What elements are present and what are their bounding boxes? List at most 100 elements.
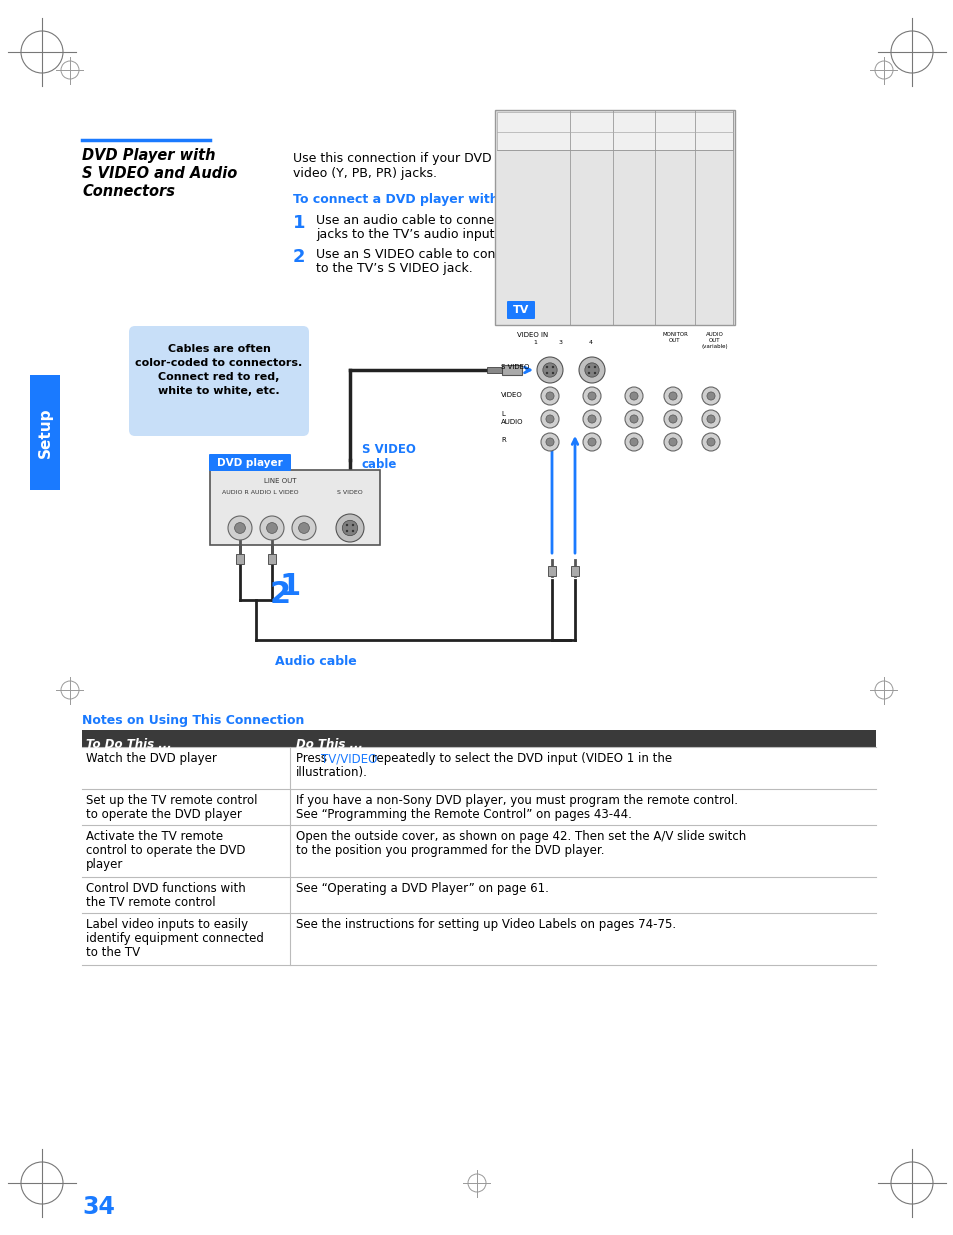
Text: Open the outside cover, as shown on page 42. Then set the A/V slide switch: Open the outside cover, as shown on page… <box>295 830 745 844</box>
Circle shape <box>706 438 715 446</box>
Text: 1: 1 <box>533 340 537 345</box>
Circle shape <box>545 372 548 374</box>
Bar <box>268 555 275 564</box>
Text: to the position you programmed for the DVD player.: to the position you programmed for the D… <box>295 844 604 857</box>
Circle shape <box>342 520 357 536</box>
Text: TV/VIDEO: TV/VIDEO <box>320 752 377 764</box>
Circle shape <box>345 530 348 532</box>
Text: S VIDEO: S VIDEO <box>500 364 529 370</box>
Text: S VIDEO: S VIDEO <box>361 443 416 456</box>
Circle shape <box>701 433 720 451</box>
Text: 3: 3 <box>558 340 562 345</box>
Circle shape <box>545 366 548 368</box>
Circle shape <box>624 410 642 429</box>
Circle shape <box>298 522 309 534</box>
Text: Label video inputs to easily: Label video inputs to easily <box>86 918 248 931</box>
Bar <box>30 375 60 490</box>
Circle shape <box>668 415 677 424</box>
Circle shape <box>335 514 364 542</box>
Text: Connectors: Connectors <box>82 184 174 199</box>
Circle shape <box>629 391 638 400</box>
Circle shape <box>587 366 590 368</box>
Text: Use an audio cable to connect the DVD player’s audio output: Use an audio cable to connect the DVD pl… <box>315 214 699 227</box>
Text: illustration).: illustration). <box>295 766 368 779</box>
Circle shape <box>545 391 554 400</box>
Circle shape <box>706 391 715 400</box>
Text: Press: Press <box>295 752 331 764</box>
Bar <box>501 366 521 375</box>
Text: video (Y, PB, PR) jacks.: video (Y, PB, PR) jacks. <box>293 167 436 180</box>
Text: See the instructions for setting up Video Labels on pages 74-75.: See the instructions for setting up Vide… <box>295 918 676 931</box>
Circle shape <box>582 433 600 451</box>
Text: DVD player: DVD player <box>217 457 283 468</box>
Circle shape <box>551 366 554 368</box>
Text: 1: 1 <box>280 572 301 601</box>
Text: 2: 2 <box>293 248 305 266</box>
Text: the TV remote control: the TV remote control <box>86 897 215 909</box>
Circle shape <box>593 372 596 374</box>
Text: VIDEO: VIDEO <box>500 391 522 398</box>
Circle shape <box>629 438 638 446</box>
Circle shape <box>587 391 596 400</box>
Text: To connect a DVD player with A/V connectors: To connect a DVD player with A/V connect… <box>293 193 608 206</box>
Text: S VIDEO: S VIDEO <box>336 490 362 495</box>
Text: 2: 2 <box>270 580 291 609</box>
Text: 1: 1 <box>293 214 305 232</box>
Text: jacks to the TV’s audio input jacks.: jacks to the TV’s audio input jacks. <box>315 228 534 241</box>
Circle shape <box>663 410 681 429</box>
Circle shape <box>266 522 277 534</box>
Text: repeatedly to select the DVD input (VIDEO 1 in the: repeatedly to select the DVD input (VIDE… <box>368 752 672 764</box>
Circle shape <box>582 387 600 405</box>
FancyBboxPatch shape <box>210 471 379 545</box>
Bar <box>486 367 501 373</box>
Text: See “Programming the Remote Control” on pages 43-44.: See “Programming the Remote Control” on … <box>295 808 631 821</box>
Text: color-coded to connectors.: color-coded to connectors. <box>135 358 302 368</box>
Text: VIDEO IN: VIDEO IN <box>517 332 548 338</box>
Circle shape <box>701 410 720 429</box>
Text: Setup: Setup <box>37 408 52 458</box>
Circle shape <box>587 438 596 446</box>
Text: Activate the TV remote: Activate the TV remote <box>86 830 223 844</box>
Text: to operate the DVD player: to operate the DVD player <box>86 808 242 821</box>
Text: Set up the TV remote control: Set up the TV remote control <box>86 794 257 806</box>
Circle shape <box>624 433 642 451</box>
Text: Cables are often: Cables are often <box>168 345 270 354</box>
Circle shape <box>663 387 681 405</box>
FancyBboxPatch shape <box>209 454 291 471</box>
Circle shape <box>668 391 677 400</box>
Circle shape <box>668 438 677 446</box>
Circle shape <box>345 524 348 526</box>
Text: player: player <box>86 858 123 871</box>
Circle shape <box>542 363 557 377</box>
Text: Connect red to red,: Connect red to red, <box>158 372 279 382</box>
Bar <box>235 555 244 564</box>
Circle shape <box>292 516 315 540</box>
Text: Watch the DVD player: Watch the DVD player <box>86 752 216 764</box>
Circle shape <box>624 387 642 405</box>
Circle shape <box>706 415 715 424</box>
Bar <box>571 566 578 576</box>
Text: S VIDEO and Audio: S VIDEO and Audio <box>82 165 237 182</box>
Circle shape <box>582 410 600 429</box>
Circle shape <box>352 524 354 526</box>
Text: control to operate the DVD: control to operate the DVD <box>86 844 245 857</box>
Text: R: R <box>500 437 505 443</box>
Bar <box>497 112 732 149</box>
Circle shape <box>540 410 558 429</box>
Circle shape <box>545 415 554 424</box>
Text: white to white, etc.: white to white, etc. <box>158 387 279 396</box>
Text: AUDIO R AUDIO L VIDEO: AUDIO R AUDIO L VIDEO <box>221 490 298 495</box>
Text: Control DVD functions with: Control DVD functions with <box>86 882 246 895</box>
Circle shape <box>352 530 354 532</box>
Circle shape <box>540 433 558 451</box>
Text: Use this connection if your DVD player does not have component: Use this connection if your DVD player d… <box>293 152 702 165</box>
Text: Do This ...: Do This ... <box>295 739 363 751</box>
Text: LINE OUT: LINE OUT <box>263 478 296 484</box>
Circle shape <box>551 372 554 374</box>
Circle shape <box>701 387 720 405</box>
Circle shape <box>537 357 562 383</box>
Text: L
AUDIO: L AUDIO <box>500 411 523 425</box>
Circle shape <box>234 522 245 534</box>
Text: 4: 4 <box>588 340 593 345</box>
Circle shape <box>260 516 284 540</box>
